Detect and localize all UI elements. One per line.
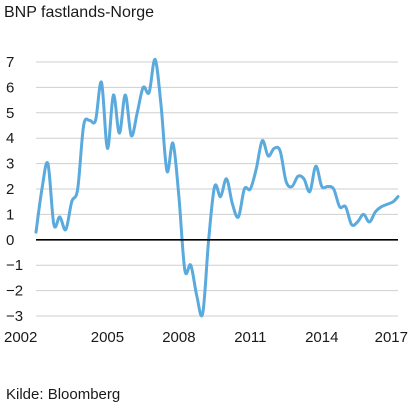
series-layer bbox=[34, 57, 400, 318]
y-tick-label: 1 bbox=[6, 206, 14, 223]
source-note: Kilde: Bloomberg bbox=[6, 386, 121, 403]
y-tick-label: 4 bbox=[6, 130, 14, 147]
x-tick-label: 2002 bbox=[4, 329, 37, 346]
grid-layer bbox=[36, 61, 398, 317]
y-tick-label: 5 bbox=[6, 105, 14, 122]
y-tick-label: 2 bbox=[6, 181, 14, 198]
chart-title: BNP fastlands-Norge bbox=[4, 4, 154, 21]
y-tick-label: 6 bbox=[6, 79, 14, 96]
series-line bbox=[34, 57, 400, 318]
y-tick-label: 7 bbox=[6, 54, 14, 71]
y-tick-label: 3 bbox=[6, 156, 14, 173]
x-tick-label: 2017 bbox=[375, 329, 408, 346]
y-tick-label: −3 bbox=[6, 308, 23, 325]
x-tick-label: 2008 bbox=[162, 329, 195, 346]
y-tick-label: −1 bbox=[6, 257, 23, 274]
y-tick-label: −2 bbox=[6, 283, 23, 300]
x-tick-label: 2014 bbox=[305, 329, 338, 346]
x-tick-label: 2011 bbox=[234, 329, 266, 346]
tick-label-layer: 7 6 5 4 3 2 1 0 −1 −2 −3 2002 2005 2008 2011 2014 2017 bbox=[4, 54, 408, 346]
x-tick-label: 2005 bbox=[91, 329, 124, 346]
y-tick-label: 0 bbox=[6, 232, 14, 249]
